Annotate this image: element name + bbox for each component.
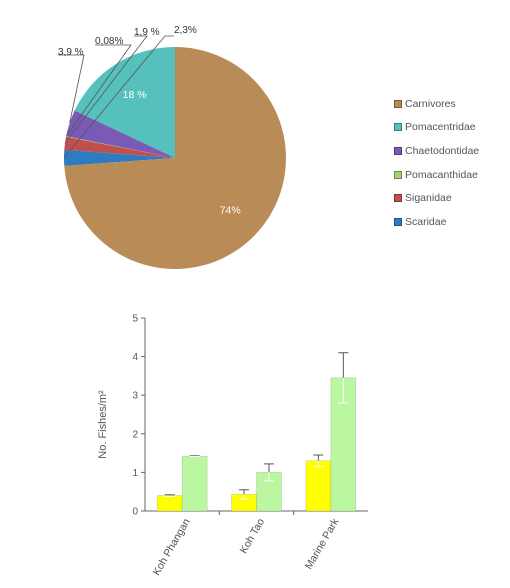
pie-chart-figure: 18 % 3,9 % 0,08% 1,9 % 2,3% 74% Carnivores Pom… bbox=[0, 0, 510, 290]
pie-slice-pomacanthidae bbox=[66, 136, 175, 158]
bar-marine-park-series-1 bbox=[305, 460, 332, 512]
x-tick-label: Koh Tao bbox=[238, 516, 268, 555]
legend-item-siganidae: Siganidae bbox=[394, 186, 479, 210]
legend-item-carnivores: Carnivores bbox=[394, 92, 479, 116]
legend-item-pomacentridae: Pomacentridae bbox=[394, 116, 479, 140]
pie-slice-siganidae bbox=[64, 136, 175, 158]
legend-item-chaetodontidae: Chaetodontidae bbox=[394, 139, 479, 163]
pie-legend: Carnivores Pomacentridae Chaetodontidae Pom… bbox=[394, 92, 479, 234]
pie-slice-scaridae bbox=[64, 149, 175, 166]
pie-data-label: 1,9 % bbox=[134, 27, 160, 38]
y-axis-label: No. Fishes/m² bbox=[97, 390, 109, 459]
pie-data-label: 18 % bbox=[123, 89, 147, 101]
error-bar bbox=[338, 352, 349, 404]
pie-data-label: 0,08% bbox=[95, 36, 123, 47]
error-bar bbox=[189, 455, 200, 458]
y-tick-label: 4 bbox=[132, 352, 138, 363]
x-tick-label: Marine Park bbox=[303, 516, 342, 572]
pie-data-label: 74% bbox=[220, 204, 241, 216]
legend-label: Scaridae bbox=[405, 215, 447, 228]
pie-leader-line bbox=[63, 35, 174, 159]
legend-label: Pomacentridae bbox=[405, 121, 476, 134]
legend-label: Chaetodontidae bbox=[405, 144, 480, 157]
y-tick-label: 5 bbox=[132, 314, 138, 325]
legend-swatch bbox=[394, 194, 402, 203]
legend-swatch bbox=[394, 146, 402, 155]
bar-koh-phangan-series-1 bbox=[156, 495, 183, 512]
legend-label: Pomacanthidae bbox=[405, 168, 478, 181]
pie-leader-line bbox=[65, 44, 132, 137]
bar-chart: 0 1 2 3 4 5 No. Fishes/m² Koh Phangan Koh Tao Mar… bbox=[97, 314, 368, 578]
legend-item-scaridae: Scaridae bbox=[394, 210, 479, 234]
error-bar bbox=[164, 494, 175, 497]
legend-swatch bbox=[394, 99, 402, 108]
bar-chart-figure: 0 1 2 3 4 5 No. Fishes/m² Koh Phangan Koh Tao Mar… bbox=[0, 290, 510, 583]
error-bar bbox=[264, 463, 274, 482]
legend-swatch bbox=[394, 123, 402, 132]
bar-koh-phangan-series-2 bbox=[181, 455, 208, 512]
legend-swatch bbox=[394, 170, 402, 179]
y-tick-label: 1 bbox=[132, 468, 138, 479]
legend-label: Siganidae bbox=[405, 192, 452, 205]
pie-slice-pomacentridae bbox=[74, 47, 175, 158]
legend-label: Carnivores bbox=[405, 97, 456, 110]
y-tick-label: 2 bbox=[132, 429, 138, 440]
pie-leader-line bbox=[58, 54, 85, 124]
legend-swatch bbox=[394, 217, 402, 226]
pie-data-label: 2,3% bbox=[174, 25, 197, 36]
pie-slice-carnivores bbox=[64, 47, 286, 269]
y-tick-label: 3 bbox=[132, 391, 138, 402]
x-tick-label: Koh Phangan bbox=[151, 516, 193, 577]
error-bar bbox=[239, 489, 249, 500]
pie-leader-line bbox=[64, 35, 148, 144]
error-bar bbox=[313, 454, 324, 468]
pie-data-label: 3,9 % bbox=[58, 47, 84, 58]
y-tick-label: 0 bbox=[132, 507, 138, 518]
legend-item-pomacanthidae: Pomacanthidae bbox=[394, 163, 479, 187]
pie-chart: 18 % 3,9 % 0,08% 1,9 % 2,3% 74% bbox=[58, 25, 286, 269]
